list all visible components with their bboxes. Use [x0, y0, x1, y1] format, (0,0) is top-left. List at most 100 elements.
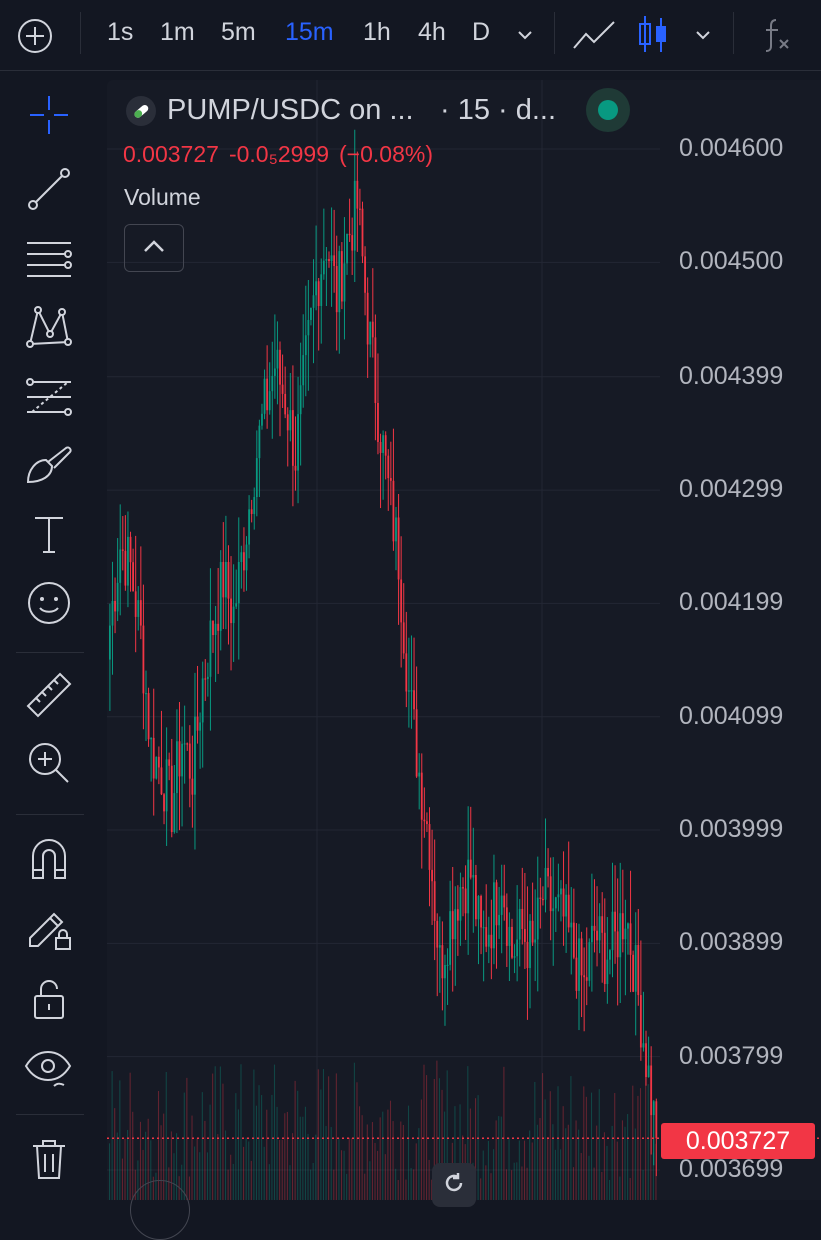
volume-bar: [183, 1092, 185, 1200]
candle: [516, 939, 519, 957]
candle: [250, 509, 253, 514]
collapse-legend-button[interactable]: [124, 224, 184, 272]
candle: [196, 716, 199, 731]
chevron-down-icon[interactable]: [692, 24, 714, 51]
volume-bar: [454, 1106, 456, 1200]
volume-bar: [322, 1069, 325, 1200]
interval-4h[interactable]: 4h: [418, 18, 446, 46]
candle: [297, 414, 299, 471]
candle: [222, 561, 225, 598]
volume-bar: [400, 1121, 402, 1200]
candle: [637, 944, 640, 996]
volume-bar: [338, 1138, 340, 1200]
market-status[interactable]: [586, 88, 630, 132]
volume-bar: [145, 1131, 147, 1200]
volume-bar: [196, 1138, 198, 1200]
candle: [219, 561, 222, 631]
volume-bar: [480, 1178, 482, 1200]
candle: [312, 295, 315, 308]
candle: [392, 480, 395, 542]
text-tool[interactable]: [22, 510, 76, 564]
volume-bar: [333, 1169, 335, 1200]
trend-line-tool[interactable]: [22, 164, 76, 218]
candle: [150, 737, 153, 740]
chevron-down-icon[interactable]: [514, 24, 536, 51]
volume-bar: [420, 1099, 422, 1200]
pattern-tool[interactable]: [22, 302, 76, 356]
magnet-tool[interactable]: [22, 834, 76, 888]
crosshair-tool[interactable]: [22, 90, 76, 144]
candle: [554, 897, 557, 909]
brush-icon: [24, 442, 74, 493]
candle: [111, 600, 114, 626]
toolbar-divider: [16, 1114, 84, 1115]
pill-icon: [126, 96, 156, 126]
candles-icon[interactable]: [636, 14, 670, 59]
candle: [454, 909, 457, 940]
volume-bar: [289, 1165, 291, 1200]
candle: [500, 895, 503, 915]
candle: [578, 938, 580, 991]
trash-tool[interactable]: [22, 1134, 76, 1188]
volume-bar: [523, 1140, 526, 1200]
candle: [134, 591, 137, 617]
volume-bar: [552, 1124, 554, 1200]
candle: [346, 233, 348, 264]
reset-chart-button[interactable]: [432, 1163, 476, 1207]
candle: [645, 1043, 647, 1078]
toolbar-divider: [16, 652, 84, 653]
line-chart-icon[interactable]: [572, 18, 616, 57]
y-tick-label: 0.003799: [679, 1041, 784, 1070]
volume-bar: [616, 1141, 618, 1200]
candle: [513, 956, 516, 958]
volume-bar: [647, 1084, 649, 1200]
volume-bar: [209, 1104, 211, 1200]
symbol-title[interactable]: PUMP/USDC on ...: [167, 94, 414, 126]
candle: [294, 465, 297, 471]
scroll-button[interactable]: [130, 1180, 190, 1240]
chart-panel[interactable]: [107, 80, 821, 1200]
horizontal-lines-tool[interactable]: [22, 235, 76, 289]
candle: [348, 233, 351, 236]
fx-icon[interactable]: [758, 16, 794, 59]
candle: [621, 913, 624, 940]
candle: [366, 292, 369, 345]
emoji-tool[interactable]: [22, 578, 76, 632]
volume-bar: [359, 1106, 361, 1200]
volume-bar: [273, 1064, 276, 1200]
volume-bar: [534, 1081, 536, 1200]
volume-bar: [539, 1118, 541, 1200]
candle: [389, 478, 392, 481]
interval-1h[interactable]: 1h: [363, 18, 391, 46]
fib-tool[interactable]: [22, 372, 76, 426]
volume-bar: [121, 1158, 123, 1200]
volume-bar: [124, 1138, 126, 1200]
ruler-tool[interactable]: [22, 670, 76, 724]
candle: [119, 549, 122, 583]
volume-bar: [562, 1106, 564, 1200]
eye-tool[interactable]: [22, 1044, 76, 1098]
price-chart[interactable]: [107, 80, 821, 1200]
interval-5m[interactable]: 5m: [221, 18, 256, 46]
volume-bar: [214, 1066, 216, 1200]
volume-bar: [224, 1130, 227, 1200]
candle: [415, 709, 418, 777]
lock-tool[interactable]: [22, 974, 76, 1028]
last-price-tag: 0.003727: [661, 1123, 815, 1159]
interval-1s[interactable]: 1s: [107, 18, 134, 46]
volume-bar: [389, 1100, 392, 1200]
candle: [142, 625, 145, 694]
plus-circle-icon[interactable]: [16, 17, 54, 60]
volume-bar: [340, 1150, 343, 1200]
interval-1m[interactable]: 1m: [160, 18, 195, 46]
zoom-in-tool[interactable]: [22, 738, 76, 792]
brush-tool[interactable]: [22, 440, 76, 494]
lock-drawing-tool[interactable]: [22, 902, 76, 956]
candle: [552, 908, 555, 912]
candle: [423, 819, 426, 822]
candle: [611, 911, 614, 951]
interval-15m[interactable]: 15m: [285, 18, 334, 46]
volume-bar: [418, 1128, 420, 1200]
interval-d[interactable]: D: [472, 18, 491, 46]
volume-indicator-label[interactable]: Volume: [124, 184, 201, 210]
